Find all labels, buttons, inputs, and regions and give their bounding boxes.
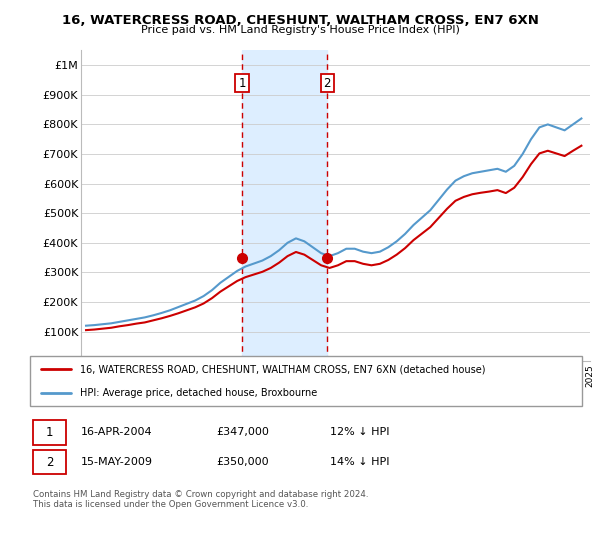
Text: £347,000: £347,000 [216,427,269,437]
Text: 16, WATERCRESS ROAD, CHESHUNT, WALTHAM CROSS, EN7 6XN: 16, WATERCRESS ROAD, CHESHUNT, WALTHAM C… [62,14,538,27]
Text: £350,000: £350,000 [216,457,269,467]
Text: 15-MAY-2009: 15-MAY-2009 [81,457,153,467]
Text: 16-APR-2004: 16-APR-2004 [81,427,152,437]
Text: 1: 1 [238,77,246,90]
Text: 1: 1 [46,426,53,439]
Text: 14% ↓ HPI: 14% ↓ HPI [330,457,389,467]
Bar [242,50,328,361]
Text: Price paid vs. HM Land Registry's House Price Index (HPI): Price paid vs. HM Land Registry's House … [140,25,460,35]
Text: 2: 2 [46,455,53,469]
Text: 16, WATERCRESS ROAD, CHESHUNT, WALTHAM CROSS, EN7 6XN (detached house): 16, WATERCRESS ROAD, CHESHUNT, WALTHAM C… [80,364,485,374]
Text: HPI: Average price, detached house, Broxbourne: HPI: Average price, detached house, Brox… [80,389,317,398]
Text: 12% ↓ HPI: 12% ↓ HPI [330,427,389,437]
Text: Contains HM Land Registry data © Crown copyright and database right 2024.
This d: Contains HM Land Registry data © Crown c… [33,490,368,510]
Text: 2: 2 [323,77,331,90]
FancyBboxPatch shape [30,356,582,406]
